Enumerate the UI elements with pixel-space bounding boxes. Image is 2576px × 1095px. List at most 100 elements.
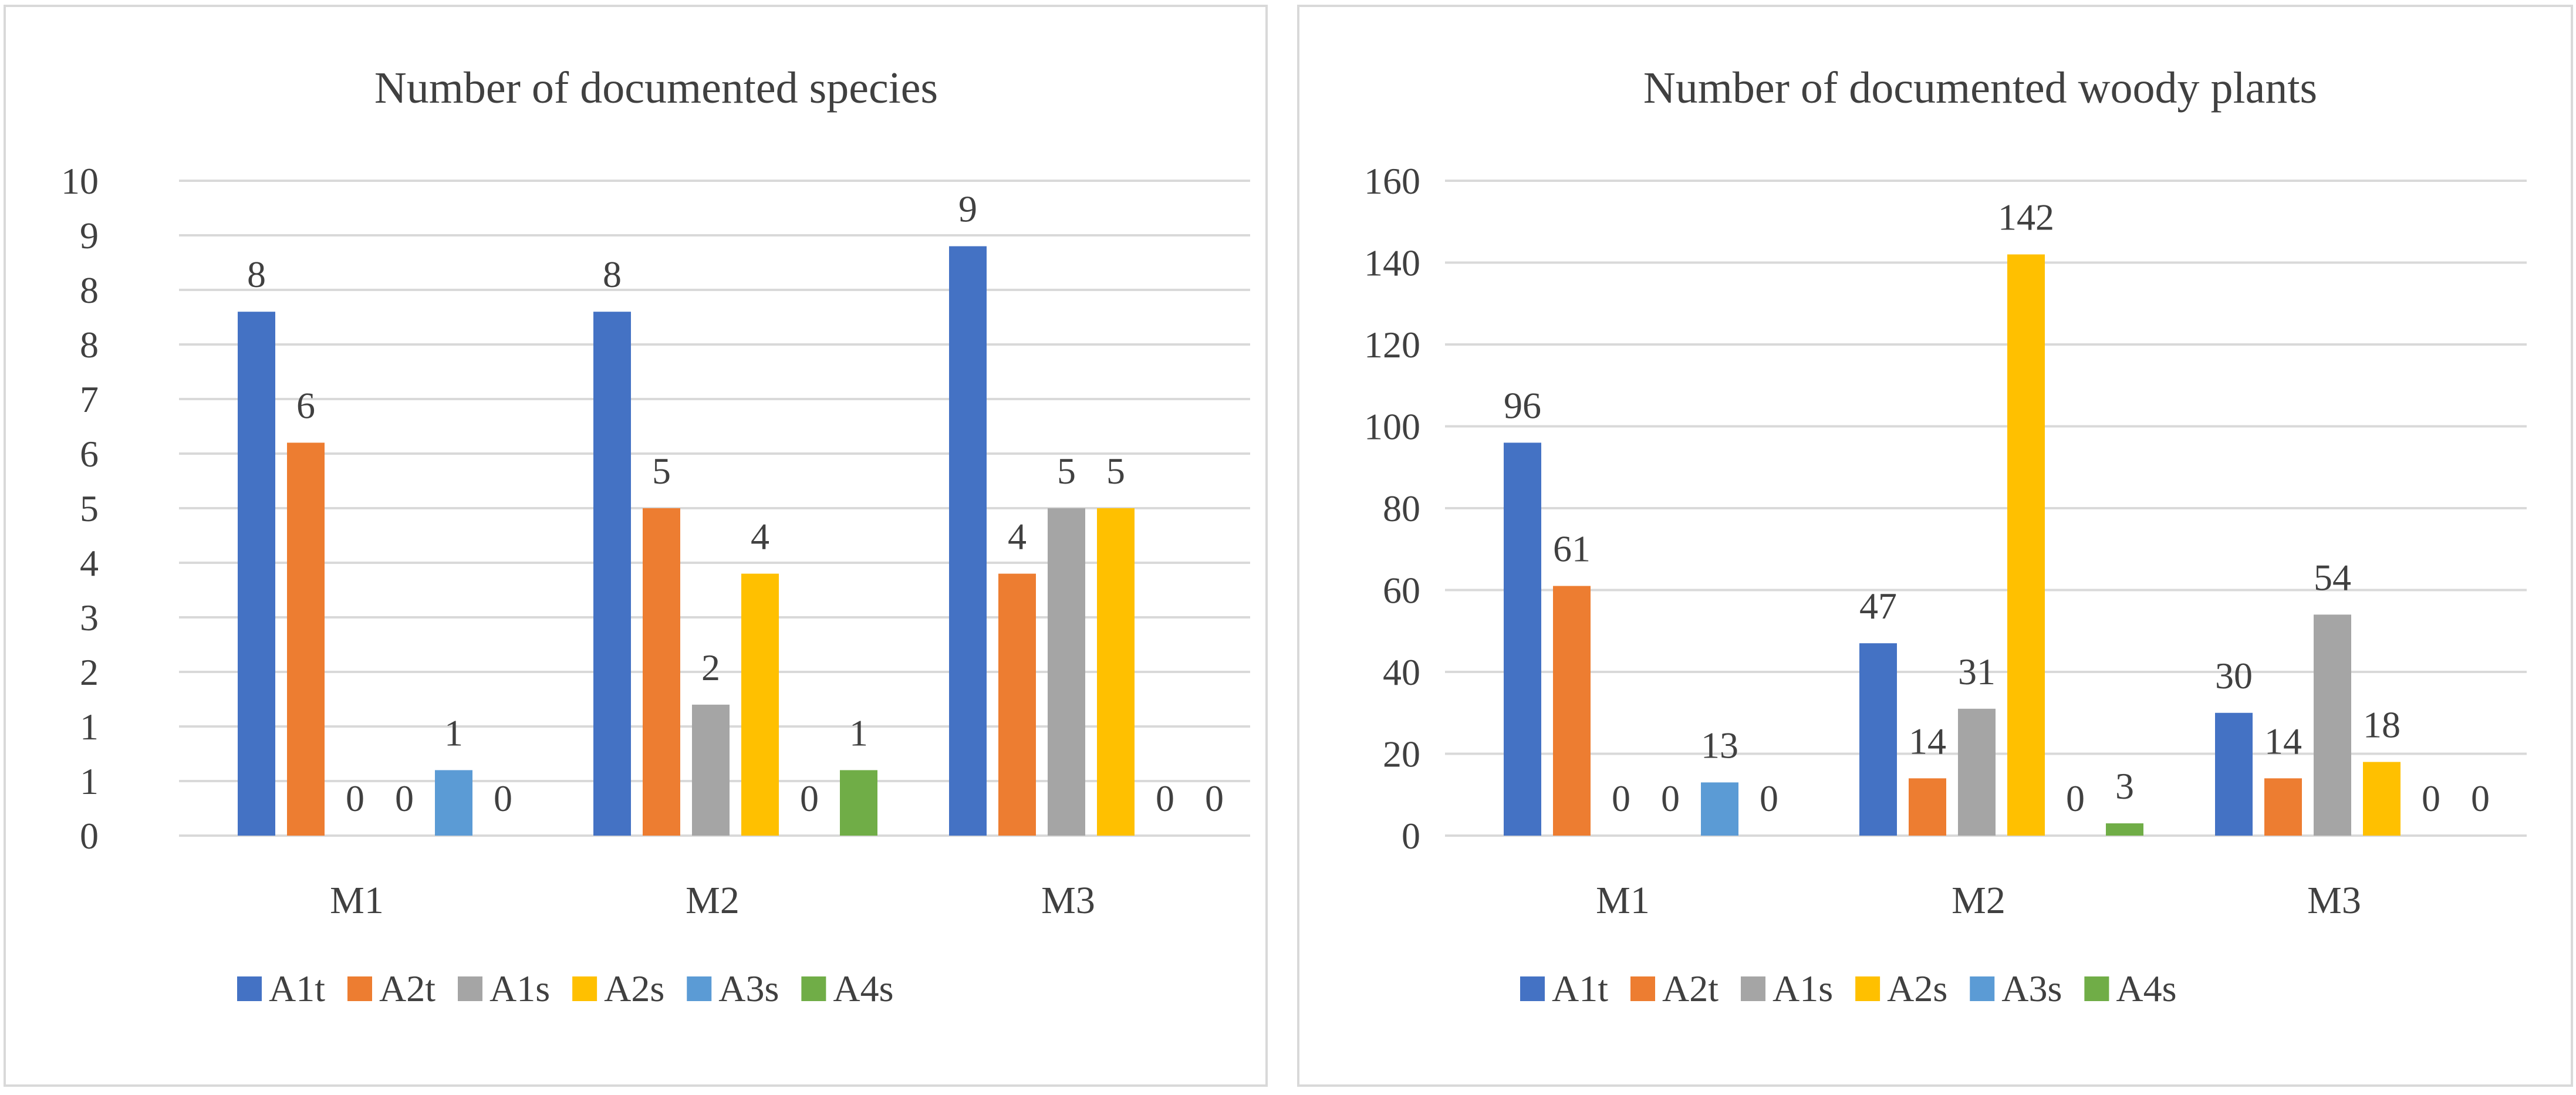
data-label: 5 (1057, 450, 1076, 492)
chart-1: Number of documented species011234567889… (4, 5, 1268, 1087)
bar-a2t-m2 (643, 508, 680, 836)
chart-2: Number of documented woody plants 0 20 40 60… (1297, 5, 2573, 1087)
y-tick-label: 9 (80, 215, 99, 256)
bar-a1t-m2 (1859, 643, 1897, 836)
data-label: 0 (1612, 778, 1630, 819)
legend-item-label: A2t (379, 968, 435, 1009)
y-tick-label: 5 (80, 488, 99, 529)
chart-title: Number of documented woody plants (1643, 63, 2317, 113)
legend-item-label: A1t (269, 968, 325, 1009)
bar-a1s-m3 (1048, 508, 1085, 836)
legend-swatch (801, 976, 826, 1001)
data-label: 2 (701, 647, 720, 688)
category-label: M2 (1952, 879, 2006, 922)
y-tick-label: 60 (1383, 570, 1420, 611)
data-label: 8 (247, 254, 266, 295)
data-label: 8 (603, 254, 622, 295)
bar-a3s-m1 (435, 770, 472, 836)
legend-item-label: A2s (1887, 968, 1947, 1009)
bar-a1s-m2 (692, 704, 730, 836)
bar-a2s-m2 (741, 573, 779, 836)
y-tick-label: 100 (1364, 406, 1420, 448)
y-tick-label: 7 (80, 378, 99, 420)
legend-swatch (1520, 976, 1545, 1001)
bar-a1t-m3 (949, 246, 987, 836)
legend-item-label: A4s (833, 968, 893, 1009)
bar-a2t-m1 (1553, 586, 1591, 836)
y-tick-label: 8 (80, 324, 99, 366)
data-label: 0 (1156, 778, 1174, 819)
data-label: 0 (2422, 778, 2440, 819)
legend-swatch (1970, 976, 1995, 1001)
legend-item-label: A2s (604, 968, 664, 1009)
data-label: 0 (494, 778, 512, 819)
data-label: 14 (1909, 720, 1946, 762)
data-label: 14 (2264, 720, 2302, 762)
data-label: 54 (2314, 556, 2351, 598)
y-tick-label: 0 (80, 815, 99, 857)
legend-item-label: A1t (1552, 968, 1608, 1009)
data-label: 0 (2471, 778, 2490, 819)
data-label: 9 (958, 188, 977, 230)
y-tick-label: 1 (80, 706, 99, 748)
legend-swatch (1630, 976, 1655, 1001)
legend-swatch (1741, 976, 1765, 1001)
bar-a2t-m3 (2264, 778, 2302, 836)
data-label: 0 (1661, 778, 1680, 819)
y-tick-label: 6 (80, 433, 99, 475)
bar-a1t-m1 (1504, 442, 1541, 836)
legend-item-label: A1s (1773, 968, 1833, 1009)
legend-item-label: A2t (1662, 968, 1719, 1009)
data-label: 4 (751, 516, 769, 557)
data-label: 0 (800, 778, 819, 819)
y-tick-label: 2 (80, 651, 99, 693)
data-label: 6 (296, 384, 315, 426)
bar-a2t-m2 (1909, 778, 1946, 836)
data-label: 0 (1760, 778, 1778, 819)
bar-a1t-m2 (593, 312, 631, 836)
data-label: 30 (2215, 655, 2253, 697)
y-tick-label: 140 (1364, 242, 1420, 284)
category-label: M1 (330, 879, 384, 922)
bar-a1t-m3 (2215, 712, 2253, 836)
bar-a1t-m1 (238, 312, 275, 836)
data-label: 0 (2066, 778, 2085, 819)
y-tick-label: 3 (80, 597, 99, 638)
category-label: M2 (686, 879, 740, 922)
data-label: 96 (1504, 384, 1541, 426)
data-label: 31 (1958, 651, 1996, 692)
category-label: M3 (1041, 879, 1095, 922)
data-label: 5 (1106, 450, 1125, 492)
y-tick-label: 10 (61, 160, 99, 202)
bar-a4s-m2 (2106, 823, 2143, 836)
data-label: 47 (1859, 585, 1897, 627)
y-tick-label: 0 (1402, 815, 1420, 857)
bar-a2s-m2 (2007, 254, 2045, 836)
data-label: 142 (1998, 197, 2054, 238)
y-tick-label: 8 (80, 269, 99, 311)
y-tick-label: 1 (80, 761, 99, 802)
data-label: 1 (444, 712, 463, 753)
data-label: 0 (395, 778, 414, 819)
legend-swatch (237, 976, 262, 1001)
bar-a2t-m3 (998, 573, 1036, 836)
legend-item-label: A1s (489, 968, 550, 1009)
bar-a3s-m1 (1701, 782, 1738, 836)
legend-swatch (572, 976, 597, 1001)
data-label: 18 (2363, 704, 2401, 745)
legend-swatch (347, 976, 372, 1001)
data-label: 13 (1701, 724, 1738, 766)
chart-title: Number of documented species (374, 63, 938, 113)
data-label: 1 (849, 712, 868, 753)
data-label: 4 (1008, 516, 1027, 557)
bar-a2s-m3 (1097, 508, 1135, 836)
legend-item-label: A4s (2116, 968, 2176, 1009)
y-tick-label: 40 (1383, 651, 1420, 693)
y-tick-label: 20 (1383, 734, 1420, 775)
legend-swatch (687, 976, 712, 1001)
legend-swatch (458, 976, 482, 1001)
chart-border (1297, 5, 2573, 1087)
y-tick-label: 80 (1383, 488, 1420, 529)
legend-swatch (1855, 976, 1880, 1001)
